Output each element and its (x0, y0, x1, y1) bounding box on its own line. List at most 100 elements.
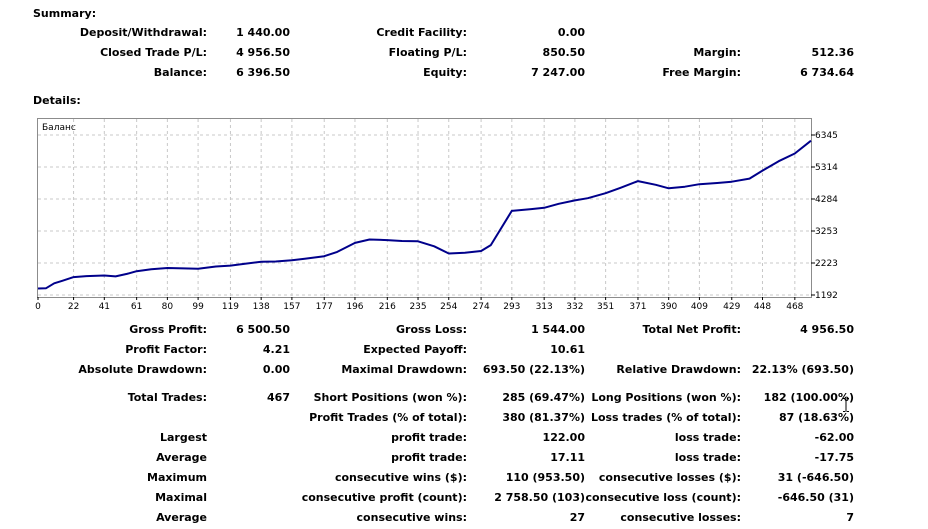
maximal-drawdown-value: 693.50 (22.13%) (482, 363, 585, 376)
avg-cons-losses-label: consecutive losses: (620, 511, 741, 524)
credit-value: 0.00 (557, 26, 585, 39)
x-tick-label: 468 (786, 302, 803, 312)
short-positions-label: Short Positions (won %): (313, 391, 467, 404)
text-cursor-icon (843, 398, 849, 412)
x-tick-label: 61 (131, 302, 142, 312)
total-net-profit-label: Total Net Profit: (642, 323, 742, 336)
relative-drawdown-value: 22.13% (693.50) (751, 363, 854, 376)
maximal-label: Maximal (155, 491, 207, 504)
maximal-drawdown-label: Maximal Drawdown: (341, 363, 467, 376)
x-tick-label: 99 (192, 302, 204, 312)
average-label: Average (156, 451, 207, 464)
x-tick-label: 138 (253, 302, 270, 312)
average-profit-label: profit trade: (391, 451, 467, 464)
balance-chart-svg: Баланс 6345 5314 4284 3253 2223 1192 0 22 41 61 80 9… (35, 119, 838, 312)
profit-trades-label: Profit Trades (% of total): (309, 411, 467, 424)
max-cons-wins-value: 110 (953.50) (505, 471, 585, 484)
avg-cons-wins-label: consecutive wins: (356, 511, 467, 524)
balance-series-line (37, 139, 812, 290)
largest-profit-value: 122.00 (542, 431, 585, 444)
y-tick-label: 3253 (815, 227, 838, 237)
largest-loss-value: -62.00 (814, 431, 854, 444)
profit-factor-value: 4.21 (262, 343, 290, 356)
total-trades-value: 467 (267, 391, 290, 404)
balance-label: Balance: (153, 66, 207, 79)
expected-payoff-value: 10.61 (550, 343, 585, 356)
equity-label: Equity: (423, 66, 467, 79)
gross-loss-label: Gross Loss: (396, 323, 467, 336)
average-loss-label: loss trade: (674, 451, 741, 464)
absolute-drawdown-value: 0.00 (262, 363, 290, 376)
total-trades-label: Total Trades: (127, 391, 207, 404)
profit-factor-label: Profit Factor: (125, 343, 207, 356)
average-cons-label: Average (156, 511, 207, 524)
x-tick-label: 41 (99, 302, 110, 312)
closed-pl-value: 4 956.50 (236, 46, 290, 59)
closed-pl-label: Closed Trade P/L: (100, 46, 207, 59)
details-title: Details: (33, 94, 81, 107)
summary-title: Summary: (33, 7, 97, 20)
maximal-cons-loss-value: -646.50 (31) (777, 491, 854, 504)
largest-loss-label: loss trade: (674, 431, 741, 444)
chart-title: Баланс (42, 123, 76, 133)
balance-value: 6 396.50 (236, 66, 290, 79)
gross-profit-label: Gross Profit: (129, 323, 207, 336)
maximal-cons-profit-label: consecutive profit (count): (301, 491, 467, 504)
expected-payoff-label: Expected Payoff: (363, 343, 467, 356)
avg-cons-losses-value: 7 (846, 511, 854, 524)
y-tick-label: 5314 (815, 163, 838, 173)
x-tick-label: 119 (222, 302, 239, 312)
margin-label: Margin: (693, 46, 741, 59)
x-tick-label: 371 (629, 302, 646, 312)
short-positions-value: 285 (69.47%) (502, 391, 585, 404)
x-tick-label: 254 (440, 302, 457, 312)
loss-trades-value: 87 (18.63%) (778, 411, 854, 424)
x-tick-label: 216 (379, 302, 396, 312)
average-loss-value: -17.75 (814, 451, 854, 464)
y-tick-label: 6345 (815, 131, 838, 141)
floating-pl-label: Floating P/L: (388, 46, 467, 59)
free-margin-label: Free Margin: (662, 66, 741, 79)
loss-trades-label: Loss trades (% of total): (590, 411, 741, 424)
long-positions-label: Long Positions (won %): (591, 391, 741, 404)
gross-profit-value: 6 500.50 (236, 323, 290, 336)
x-tick-label: 0 (35, 302, 41, 312)
x-tick-label: 409 (691, 302, 708, 312)
long-positions-value: 182 (100.00%) (763, 391, 854, 404)
max-cons-losses-label: consecutive losses ($): (598, 471, 741, 484)
deposit-value: 1 440.00 (236, 26, 290, 39)
x-tick-label: 157 (283, 302, 300, 312)
total-net-profit-value: 4 956.50 (800, 323, 854, 336)
maximal-cons-profit-value: 2 758.50 (103) (494, 491, 585, 504)
max-cons-losses-value: 31 (-646.50) (777, 471, 854, 484)
x-tick-label: 448 (754, 302, 771, 312)
gross-loss-value: 1 544.00 (531, 323, 585, 336)
x-tick-label: 390 (660, 302, 677, 312)
x-tick-label: 429 (723, 302, 740, 312)
free-margin-value: 6 734.64 (800, 66, 854, 79)
x-tick-label: 22 (68, 302, 79, 312)
avg-cons-wins-value: 27 (569, 511, 585, 524)
x-tick-label: 235 (409, 302, 426, 312)
deposit-label: Deposit/Withdrawal: (79, 26, 207, 39)
x-tick-label: 177 (316, 302, 333, 312)
floating-pl-value: 850.50 (542, 46, 585, 59)
maximal-cons-loss-label: consecutive loss (count): (585, 491, 741, 504)
x-tick-label: 293 (503, 302, 520, 312)
largest-profit-label: profit trade: (391, 431, 467, 444)
balance-chart: Баланс 6345 5314 4284 3253 2223 1192 0 22 41 61 80 9… (35, 118, 838, 312)
maximum-label: Maximum (147, 471, 207, 484)
x-tick-label: 196 (346, 302, 363, 312)
equity-value: 7 247.00 (531, 66, 585, 79)
average-profit-value: 17.11 (550, 451, 585, 464)
largest-label: Largest (160, 431, 207, 444)
x-tick-label: 351 (597, 302, 614, 312)
x-tick-label: 80 (162, 302, 174, 312)
relative-drawdown-label: Relative Drawdown: (616, 363, 741, 376)
profit-trades-value: 380 (81.37%) (502, 411, 585, 424)
y-tick-label: 4284 (815, 195, 838, 205)
credit-label: Credit Facility: (376, 26, 467, 39)
x-tick-label: 313 (536, 302, 553, 312)
max-cons-wins-label: consecutive wins ($): (334, 471, 467, 484)
y-tick-label: 2223 (815, 259, 838, 269)
